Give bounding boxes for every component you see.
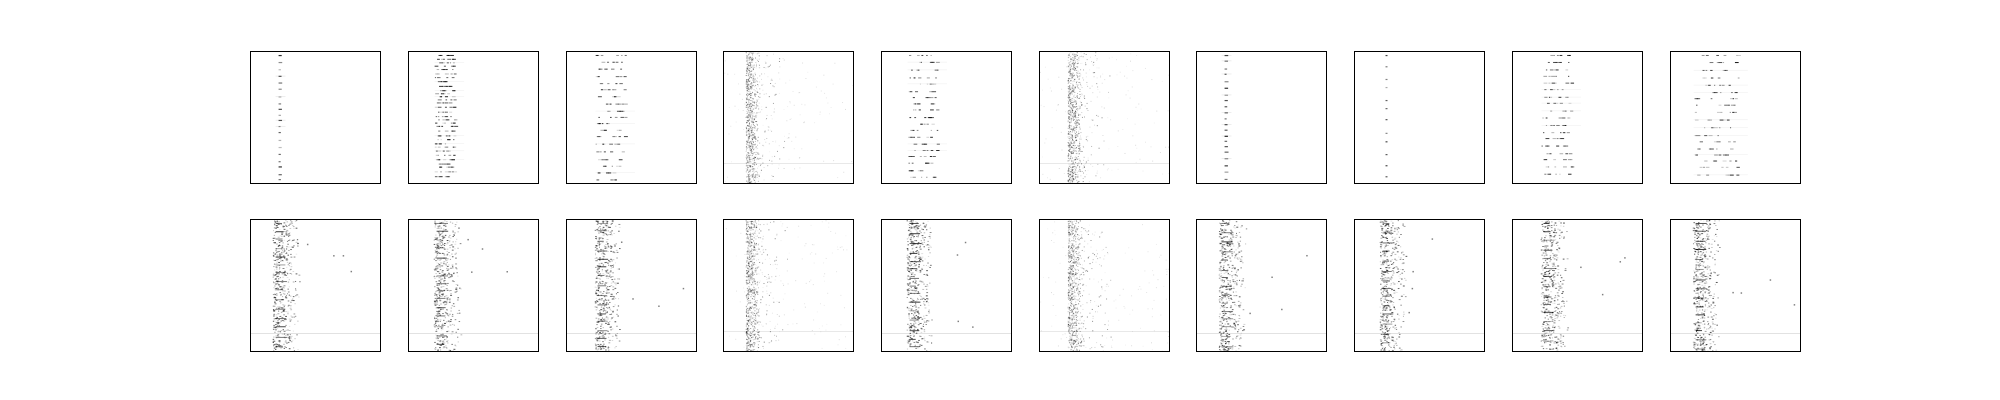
image-panel [881,219,1012,352]
image-panel [1670,219,1801,352]
panel-image [907,54,947,178]
image-panel [1670,51,1801,184]
image-panel [250,219,381,352]
panel-image [251,220,380,351]
panel-image [567,220,696,351]
image-panel [250,51,381,184]
panel-image [1513,220,1642,351]
panel-image [1693,54,1748,176]
panel-image [1385,54,1388,178]
panel-image [724,52,853,183]
panel-image [1221,54,1232,181]
image-panel [1354,51,1485,184]
image-panel [408,51,539,184]
panel-image [882,220,1011,351]
image-panel [723,219,854,352]
image-panel [1512,219,1643,352]
panel-image [1355,220,1484,351]
image-panel [1354,219,1485,352]
panel-image [1541,54,1581,175]
image-panel [1196,51,1327,184]
panel-image [1040,220,1169,351]
panel-image [1040,52,1169,183]
panel-image [434,54,465,178]
panel-image [1671,220,1800,351]
image-panel [566,51,697,184]
image-panel [1196,219,1327,352]
image-panel [881,51,1012,184]
image-panel [566,219,697,352]
image-panel [1039,51,1170,184]
image-panel [1039,219,1170,352]
panel-image [724,220,853,351]
image-panel [723,51,854,184]
panel-image [595,54,635,181]
image-panel [1512,51,1643,184]
image-panel [408,219,539,352]
panel-image [275,54,286,181]
panel-image [1197,220,1326,351]
panel-image [409,220,538,351]
